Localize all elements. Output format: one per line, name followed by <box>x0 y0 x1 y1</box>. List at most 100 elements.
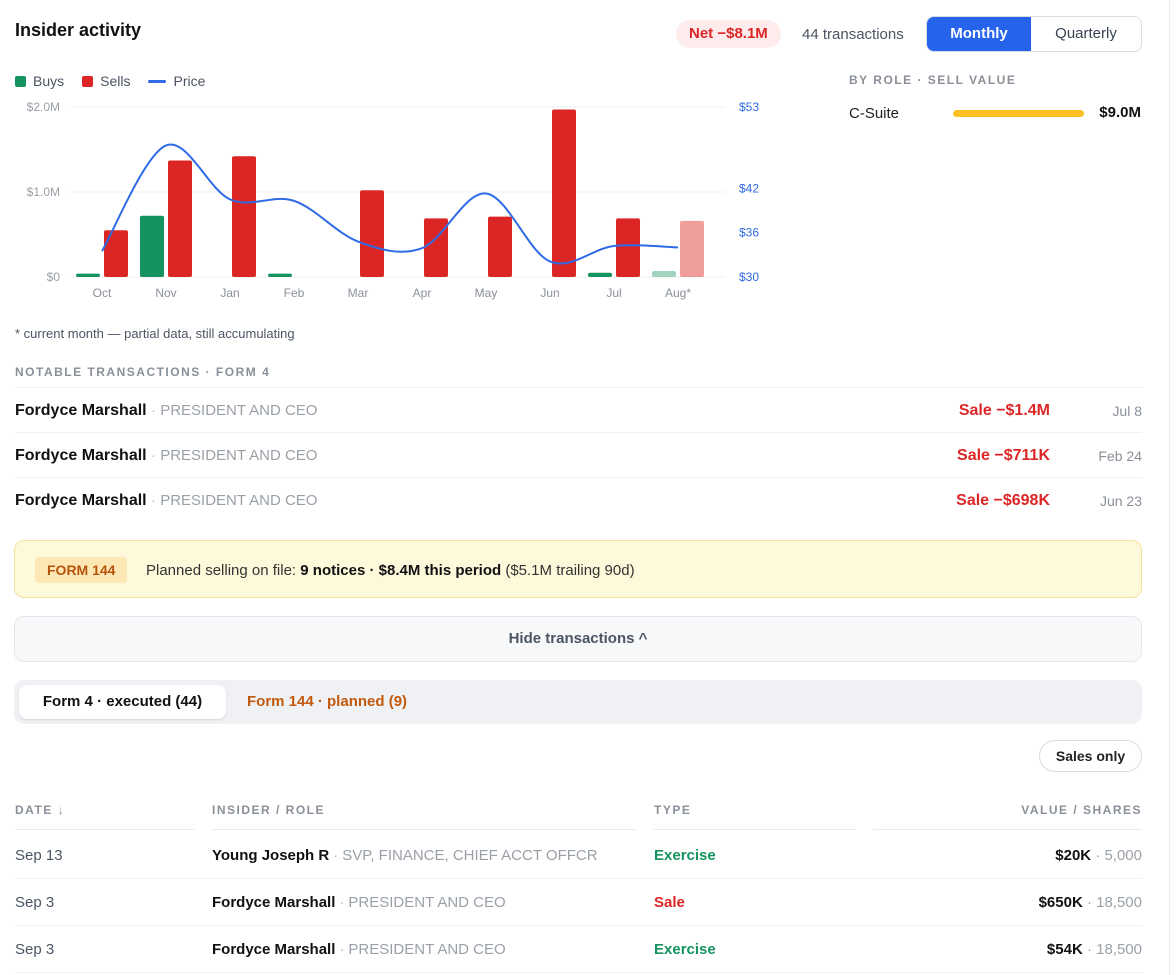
transaction-amount: Sale −$698K <box>956 492 1050 509</box>
legend-buys: Buys <box>15 73 64 89</box>
separator: · <box>151 492 156 508</box>
insider-role: PRESIDENT AND CEO <box>160 447 318 464</box>
insider-name: Fordyce Marshall <box>15 447 147 464</box>
transaction-value: $650K <box>1038 894 1083 911</box>
share-count: · 5,000 <box>1095 847 1142 864</box>
insider-role: PRESIDENT AND CEO <box>160 492 318 509</box>
row-date: Sep 3 <box>15 941 55 958</box>
sell-bar <box>168 160 192 277</box>
role-value-csuite: $9.0M <box>1099 104 1141 121</box>
notable-transactions-heading: NOTABLE TRANSACTIONS · FORM 4 <box>15 365 271 379</box>
x-tick-label: Oct <box>93 286 112 300</box>
buy-bar <box>76 273 100 277</box>
insider-role: PRESIDENT AND CEO <box>160 402 318 419</box>
period-toggle: Monthly Quarterly <box>926 16 1142 52</box>
notable-row[interactable]: Fordyce Marshall · PRESIDENT AND CEO Sal… <box>15 477 1142 522</box>
row-date: Sep 3 <box>15 894 55 911</box>
insider-activity-chart: $0 $1.0M $2.0M $30 $36 $42 $53 Oct Nov Jan Feb Mar A… <box>27 100 760 300</box>
insider-role: SVP, FINANCE, CHIEF ACCT OFFCR <box>342 847 598 864</box>
buy-bar <box>588 272 612 277</box>
separator: · <box>339 894 345 910</box>
transaction-value: $54K <box>1046 941 1083 958</box>
share-count: · 18,500 <box>1086 941 1142 958</box>
insider-name: Young Joseph R <box>212 847 330 864</box>
legend-price-label: Price <box>173 73 206 89</box>
form144-summary: Planned selling on file: 9 notices · $8.… <box>146 562 635 579</box>
buy-bar <box>140 215 164 277</box>
header-underline <box>873 829 1142 830</box>
table-row[interactable]: Sep 3 Fordyce Marshall · PRESIDENT AND C… <box>15 879 1142 926</box>
y2-tick-label: $42 <box>739 181 759 195</box>
y2-tick-label: $36 <box>739 226 759 240</box>
form144-banner: FORM 144 Planned selling on file: 9 noti… <box>14 540 1142 598</box>
column-header-insider: INSIDER / ROLE <box>212 803 326 817</box>
header-underline <box>212 829 636 830</box>
y-tick-label: $2.0M <box>27 100 60 114</box>
chart-footnote: * current month — partial data, still ac… <box>15 326 295 341</box>
transaction-amount: Sale −$711K <box>957 447 1050 464</box>
sell-bar <box>104 230 128 277</box>
x-tick-label: Jun <box>540 286 559 300</box>
notable-row[interactable]: Fordyce Marshall · PRESIDENT AND CEO Sal… <box>15 432 1142 477</box>
form144-prefix: Planned selling on file: <box>146 562 301 579</box>
table-row[interactable]: Sep 3 Fordyce Marshall · PRESIDENT AND C… <box>15 926 1142 973</box>
transaction-date: Jun 23 <box>1099 493 1142 509</box>
header-underline <box>654 829 856 830</box>
transaction-date: Feb 24 <box>1098 448 1142 464</box>
sell-bar <box>360 190 384 277</box>
x-tick-label: Feb <box>284 286 305 300</box>
notable-row[interactable]: Fordyce Marshall · PRESIDENT AND CEO Sal… <box>15 387 1142 432</box>
sell-bar <box>552 109 576 277</box>
transaction-type: Exercise <box>654 847 716 864</box>
table-row[interactable]: Sep 13 Young Joseph R · SVP, FINANCE, CH… <box>15 832 1142 879</box>
x-tick-label: Apr <box>413 286 432 300</box>
x-tick-label: May <box>475 286 498 300</box>
buy-bar <box>268 273 292 277</box>
insider-name: Fordyce Marshall <box>15 402 147 419</box>
header-underline <box>15 829 194 830</box>
chart-legend: Buys Sells Price <box>15 73 223 89</box>
separator: · <box>151 402 156 418</box>
legend-sells: Sells <box>82 73 130 89</box>
monthly-button[interactable]: Monthly <box>927 17 1031 51</box>
insider-role: PRESIDENT AND CEO <box>348 941 506 958</box>
y-tick-label: $0 <box>47 270 61 284</box>
sells-swatch-icon <box>82 75 94 87</box>
price-line-icon <box>148 79 167 83</box>
form-tabs: Form 4 · executed (44) Form 144 · planne… <box>14 680 1142 724</box>
separator: · <box>333 847 339 863</box>
separator: · <box>339 941 345 957</box>
net-value-badge: Net −$8.1M <box>676 20 781 48</box>
y2-tick-label: $30 <box>739 270 759 284</box>
hide-transactions-button[interactable]: Hide transactions ^ <box>14 616 1142 662</box>
column-header-value: VALUE / SHARES <box>1021 803 1142 817</box>
sell-bar <box>424 218 448 277</box>
right-edge-divider <box>1169 0 1170 975</box>
role-bar-csuite <box>953 110 1084 117</box>
role-name-csuite: C-Suite <box>849 105 900 122</box>
transaction-type: Sale <box>654 894 685 911</box>
quarterly-button[interactable]: Quarterly <box>1055 25 1117 42</box>
y-tick-label: $1.0M <box>27 185 60 199</box>
transaction-date: Jul 8 <box>1112 403 1142 419</box>
sales-only-filter-button[interactable]: Sales only <box>1039 740 1142 772</box>
sell-bar <box>680 220 704 277</box>
x-tick-label: Nov <box>155 286 176 300</box>
buy-bar <box>652 271 676 277</box>
share-count: · 18,500 <box>1086 894 1142 911</box>
separator: · <box>151 447 156 463</box>
column-header-date[interactable]: DATE ↓ <box>15 803 66 817</box>
legend-buys-label: Buys <box>33 73 65 89</box>
sell-bar <box>488 216 512 277</box>
sell-bar <box>232 156 256 277</box>
page-title: Insider activity <box>15 20 142 40</box>
transaction-amount: Sale −$1.4M <box>958 402 1050 419</box>
tab-form4-executed[interactable]: Form 4 · executed (44) <box>19 685 226 719</box>
x-tick-label: Mar <box>348 286 369 300</box>
insider-name: Fordyce Marshall <box>15 492 147 509</box>
transaction-type: Exercise <box>654 941 716 958</box>
form144-tag: FORM 144 <box>35 557 128 583</box>
tab-form144-planned[interactable]: Form 144 · planned (9) <box>247 693 408 710</box>
transaction-value: $20K <box>1055 847 1092 864</box>
x-tick-label: Jan <box>220 286 239 300</box>
